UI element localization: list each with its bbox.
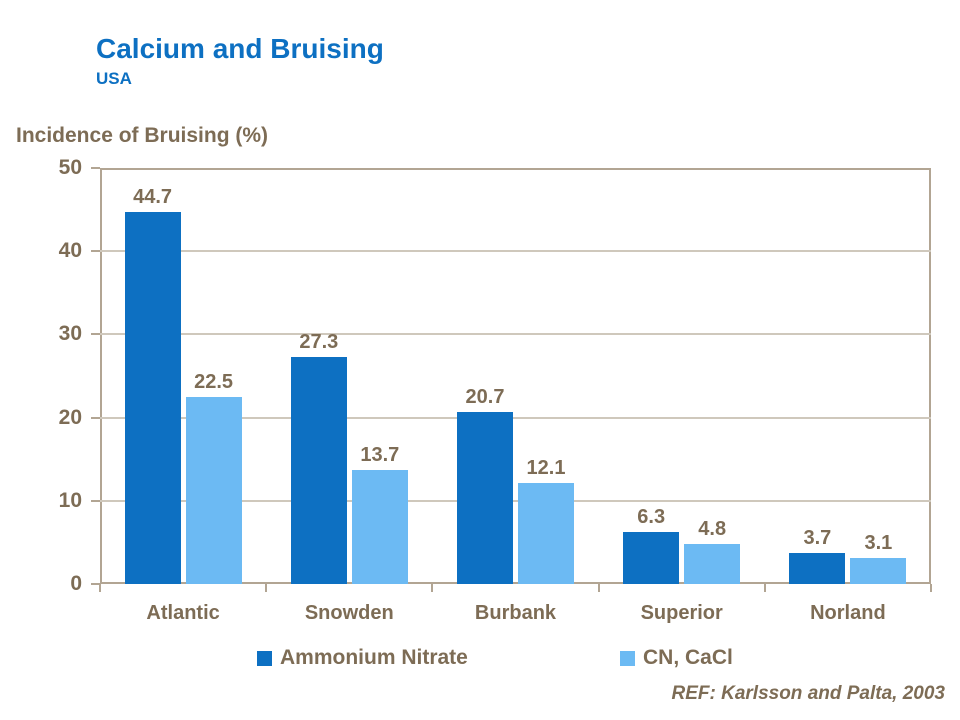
value-label-snowden-1: 13.7	[360, 444, 400, 467]
value-label-norland-0: 3.7	[803, 527, 832, 550]
gridline-30	[100, 333, 931, 336]
bar-cn-cacl-burbank	[518, 483, 574, 584]
y-tick-label-50: 50	[58, 156, 82, 179]
bar-cn-cacl-atlantic	[185, 396, 242, 584]
value-label-superior-1: 4.8	[698, 518, 727, 541]
bar-cn-cacl-norland	[850, 558, 907, 584]
category-label-superior: Superior	[640, 602, 723, 624]
value-label-burbank-1: 12.1	[526, 457, 566, 480]
bar-ammonium-nitrate-superior	[623, 531, 680, 584]
y-tick-label-0: 0	[70, 572, 82, 595]
y-tick-40	[91, 250, 100, 253]
bar-ammonium-nitrate-burbank	[457, 411, 513, 584]
category-label-snowden: Snowden	[304, 602, 394, 624]
value-label-atlantic-1: 22.5	[194, 370, 234, 393]
x-tick-4	[763, 584, 766, 592]
x-tick-0	[99, 584, 101, 592]
legend-swatch-ammonium-nitrate	[257, 650, 272, 666]
x-tick-3	[597, 584, 600, 592]
x-tick-5	[930, 584, 932, 592]
value-label-snowden-0: 27.3	[299, 330, 339, 353]
y-tick-20	[91, 416, 100, 419]
y-tick-10	[91, 499, 100, 502]
x-tick-1	[265, 584, 268, 592]
gridline-40	[100, 250, 931, 253]
legend-label-cn-cacl: CN, CaCl	[643, 646, 733, 669]
plot-area	[100, 168, 931, 584]
legend-item-cn-cacl: CN, CaCl	[620, 647, 733, 669]
y-axis-title: Incidence of Bruising (%)	[16, 124, 269, 147]
y-tick-50	[91, 167, 100, 169]
value-label-atlantic-0: 44.7	[133, 186, 173, 209]
x-tick-2	[431, 584, 434, 592]
value-label-norland-1: 3.1	[864, 532, 893, 555]
legend-swatch-cn-cacl	[620, 650, 635, 666]
legend-label-ammonium-nitrate: Ammonium Nitrate	[280, 646, 468, 669]
reference-note: REF: Karlsson and Palta, 2003	[671, 683, 946, 704]
bar-ammonium-nitrate-norland	[789, 553, 846, 584]
bar-cn-cacl-superior	[684, 544, 741, 584]
gridline-20	[100, 416, 931, 419]
bar-ammonium-nitrate-snowden	[290, 356, 347, 584]
legend-item-ammonium-nitrate: Ammonium Nitrate	[257, 647, 468, 669]
y-tick-label-30: 30	[58, 322, 82, 346]
page-subtitle: USA	[96, 69, 132, 88]
y-tick-label-10: 10	[58, 488, 82, 512]
bar-ammonium-nitrate-atlantic	[124, 212, 181, 584]
category-label-atlantic: Atlantic	[146, 602, 220, 624]
y-tick-0	[91, 583, 100, 585]
category-label-norland: Norland	[810, 602, 886, 624]
y-tick-label-40: 40	[58, 239, 82, 263]
page-title: Calcium and Bruising	[96, 33, 384, 64]
gridline-10	[100, 499, 931, 502]
bar-cn-cacl-snowden	[351, 470, 408, 584]
y-tick-30	[91, 333, 100, 336]
category-label-burbank: Burbank	[474, 602, 557, 624]
y-tick-label-20: 20	[58, 405, 82, 429]
value-label-burbank-0: 20.7	[465, 385, 505, 408]
value-label-superior-0: 6.3	[637, 505, 666, 528]
